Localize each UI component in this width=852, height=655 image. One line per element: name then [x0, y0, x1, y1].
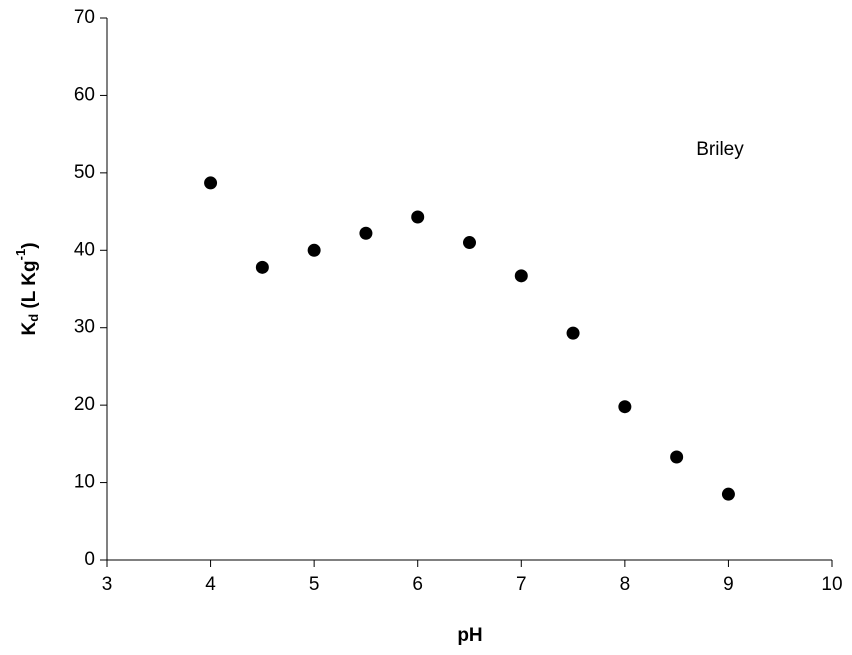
- y-tick-label: 50: [74, 162, 95, 183]
- y-tick-label: 0: [84, 549, 95, 570]
- point: [721, 487, 735, 501]
- y-tick-label: 10: [74, 472, 95, 493]
- point: [411, 210, 425, 224]
- point: [359, 226, 373, 240]
- y-title-part: K: [19, 322, 40, 336]
- x-tick-label: 3: [102, 574, 113, 595]
- x-tick-label: 8: [620, 574, 631, 595]
- point: [204, 176, 218, 190]
- x-tick-label: 6: [412, 574, 423, 595]
- y-title-part: (L Kg: [19, 260, 40, 313]
- y-tick-label: 30: [74, 317, 95, 338]
- x-tick-label: 9: [723, 574, 734, 595]
- point: [566, 326, 580, 340]
- x-tick-label: 4: [205, 574, 216, 595]
- x-tick-label: 5: [309, 574, 320, 595]
- x-tick-label: 10: [821, 574, 842, 595]
- annotation: Briley: [696, 139, 744, 160]
- y-tick-label: 60: [74, 84, 95, 105]
- point: [463, 236, 476, 250]
- y-tick-label: 20: [74, 394, 95, 415]
- point: [255, 260, 269, 274]
- point: [618, 400, 632, 414]
- y-axis-title: Kd (L Kg-1): [13, 242, 41, 335]
- y-title-sup: -1: [13, 249, 28, 261]
- x-axis-title: pH: [457, 625, 482, 646]
- y-title-sub: d: [26, 314, 41, 322]
- point: [514, 269, 528, 283]
- y-tick-label: 70: [74, 7, 95, 28]
- y-title-part: ): [19, 242, 40, 248]
- x-tick-label: 7: [516, 574, 527, 595]
- y-tick-label: 40: [74, 239, 95, 260]
- point: [670, 450, 684, 464]
- point: [307, 243, 321, 257]
